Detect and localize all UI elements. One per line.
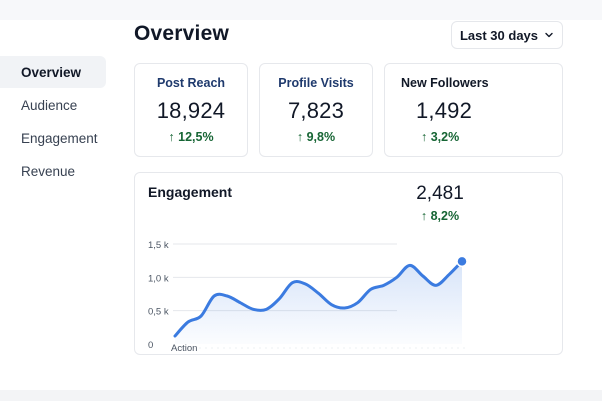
- stat-label: Profile Visits: [278, 76, 354, 90]
- stat-value: 7,823: [287, 98, 345, 123]
- chart-change: ↑ 8,2%: [405, 209, 475, 223]
- y-tick-label: 0,5 k: [148, 307, 169, 318]
- sidebar-item-label: Revenue: [21, 163, 76, 179]
- bottom-strip: [0, 390, 602, 401]
- chart-change-value: 8,2%: [430, 209, 460, 223]
- sidebar-item-audience[interactable]: Audience: [0, 89, 106, 121]
- chart-total-value: 2,481: [416, 183, 464, 204]
- stat-change-value: 9,8%: [306, 130, 336, 144]
- arrow-up-icon: ↑: [420, 209, 428, 223]
- stat-change: ↑ 3,2%: [421, 130, 562, 144]
- chart-series-line: [173, 259, 464, 338]
- y-tick-label: 0: [148, 340, 153, 351]
- chart-title: Engagement: [148, 184, 233, 200]
- page-title: Overview: [134, 22, 229, 45]
- stat-card-post-reach: Post Reach 18,924 ↑ 12,5%: [134, 63, 248, 157]
- stat-label: New Followers: [401, 76, 489, 90]
- stat-label: Post Reach: [156, 76, 226, 90]
- date-range-dropdown[interactable]: Last 30 days: [451, 21, 563, 49]
- sidebar-item-engagement[interactable]: Engagement: [0, 122, 106, 154]
- engagement-chart-card: Engagement 2,481 ↑ 8,2% 0 0,5 k 1,0 k 1,5 k…: [134, 172, 563, 355]
- stat-change-value: 12,5%: [178, 130, 214, 144]
- x-tick-label: Action: [171, 343, 197, 354]
- stat-change-value: 3,2%: [430, 130, 460, 144]
- sidebar-item-label: Audience: [21, 97, 78, 113]
- sidebar-item-label: Overview: [21, 64, 82, 80]
- arrow-up-icon: ↑: [296, 130, 304, 144]
- chart-point-latest[interactable]: [456, 255, 468, 268]
- arrow-up-icon: ↑: [168, 130, 175, 144]
- sidebar: Overview Audience Engagement Revenue: [0, 56, 106, 188]
- stat-card-profile-visits: Profile Visits 7,823 ↑ 9,8%: [259, 63, 373, 157]
- sidebar-item-revenue[interactable]: Revenue: [0, 155, 106, 187]
- stat-change: ↑ 12,5%: [135, 130, 247, 144]
- y-tick-label: 1,0 k: [148, 273, 169, 284]
- stat-change: ↑ 9,8%: [260, 130, 372, 144]
- date-range-label: Last 30 days: [459, 27, 539, 43]
- y-tick-label: 1,5 k: [148, 240, 169, 251]
- engagement-chart: 0 0,5 k 1,0 k 1,5 k Action: [148, 240, 468, 354]
- stat-value: 1,492: [416, 98, 473, 123]
- sidebar-item-label: Engagement: [21, 130, 98, 146]
- top-strip: [0, 0, 602, 20]
- chevron-down-icon: [544, 30, 554, 40]
- sidebar-item-overview[interactable]: Overview: [0, 56, 106, 88]
- stat-value: 18,924: [156, 98, 226, 123]
- stat-card-new-followers: New Followers 1,492 ↑ 3,2%: [384, 63, 563, 157]
- arrow-up-icon: ↑: [421, 130, 428, 144]
